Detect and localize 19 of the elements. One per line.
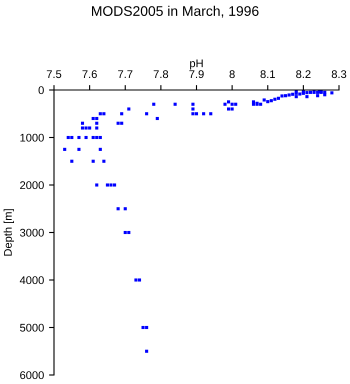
y-axis-title: Depth [m]	[4, 209, 14, 256]
x-tick-label: 8.1	[260, 70, 275, 78]
x-tick-label: 7.5	[46, 70, 62, 78]
x-tick-label: 7.9	[189, 70, 204, 78]
x-tick-label: 7.8	[154, 70, 168, 78]
x-tick-label: 7.7	[118, 70, 132, 78]
chart-title: MODS2005 in March, 1996	[92, 6, 259, 18]
x-axis-title: pH	[190, 60, 203, 70]
x-tick-label: 8.3	[332, 70, 346, 78]
y-tick-label: 1000	[20, 134, 44, 142]
y-tick-label: 6000	[20, 371, 44, 380]
y-tick-label: 5000	[20, 324, 44, 332]
x-tick-label: 8.2	[296, 70, 311, 78]
y-tick-label: 3000	[20, 228, 44, 237]
x-tick-label: 8	[230, 70, 235, 78]
x-tick-label: 7.6	[82, 70, 97, 78]
y-tick-label: 0	[38, 86, 44, 94]
y-tick-label: 2000	[20, 181, 44, 190]
y-tick-label: 4000	[20, 276, 44, 284]
